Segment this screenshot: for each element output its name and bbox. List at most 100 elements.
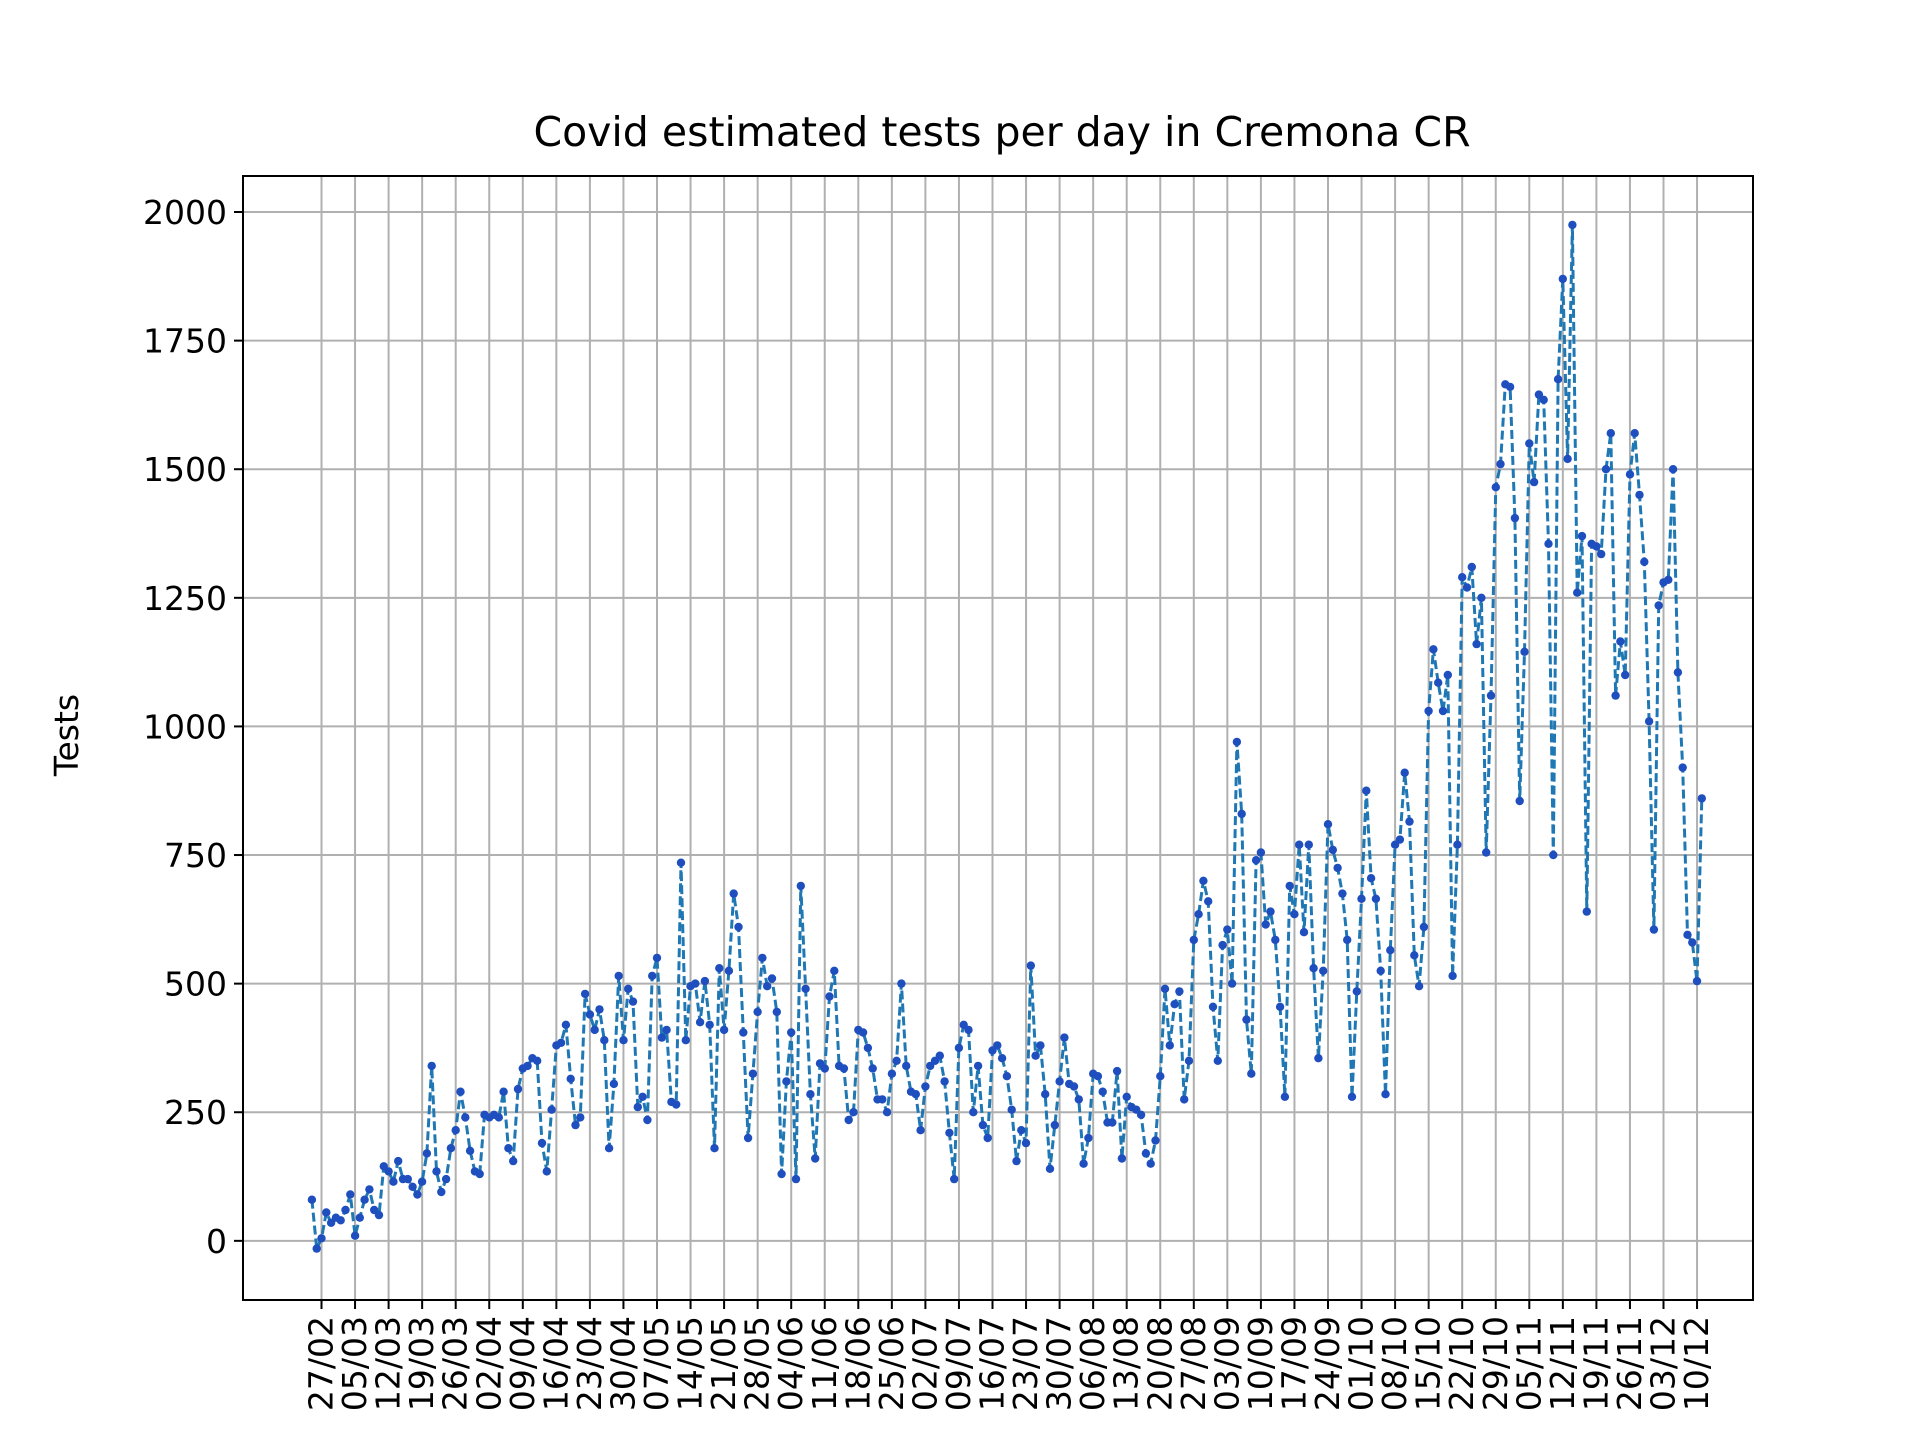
data-point (513, 1084, 523, 1094)
data-point (1673, 668, 1683, 677)
x-tick-label: 16/07 (973, 1316, 1012, 1411)
data-point (638, 1092, 647, 1102)
data-point (1175, 987, 1184, 996)
data-point (715, 964, 724, 973)
data-point (806, 1090, 815, 1099)
data-point (1549, 850, 1558, 860)
x-tick-label: 08/10 (1375, 1316, 1414, 1411)
x-tick-label: 27/02 (302, 1316, 341, 1411)
data-point (456, 1087, 465, 1096)
data-point (758, 953, 767, 963)
data-point (1491, 483, 1501, 492)
data-point (1366, 874, 1376, 883)
data-point (1688, 938, 1697, 947)
data-point (1036, 1041, 1045, 1050)
data-point (600, 1036, 609, 1045)
data-point (849, 1108, 858, 1117)
data-point (1021, 1138, 1031, 1148)
data-point (839, 1064, 849, 1073)
data-point (1299, 928, 1309, 937)
data-point (1357, 894, 1366, 903)
data-point (1419, 922, 1429, 932)
x-tick-label: 26/11 (1610, 1316, 1649, 1411)
data-point (724, 966, 734, 975)
data-point (312, 1244, 321, 1253)
data-point (1395, 835, 1405, 844)
data-point (547, 1105, 556, 1114)
data-point (1290, 910, 1299, 919)
data-point (1136, 1110, 1146, 1120)
data-point (1654, 601, 1663, 610)
data-point (710, 1144, 719, 1153)
x-axis-ticks: 27/0205/0312/0319/0326/0302/0409/0416/04… (302, 1300, 1716, 1411)
data-point (1400, 768, 1409, 777)
data-point (1319, 966, 1328, 975)
data-point (1280, 1092, 1290, 1102)
data-point (1271, 935, 1280, 945)
data-point (1227, 979, 1237, 988)
data-point (394, 1156, 403, 1166)
data-point (1223, 925, 1232, 934)
data-point (1347, 1092, 1357, 1102)
data-point (1213, 1056, 1223, 1066)
data-point (1002, 1072, 1012, 1081)
x-tick-label: 09/07 (939, 1316, 978, 1411)
data-point (413, 1190, 422, 1199)
data-point (346, 1190, 355, 1199)
x-tick-label: 26/03 (436, 1316, 475, 1411)
y-tick-label: 1500 (143, 450, 227, 489)
data-point (811, 1154, 820, 1163)
x-tick-label: 30/04 (603, 1316, 642, 1411)
data-point (317, 1234, 326, 1243)
data-point (556, 1038, 566, 1048)
x-tick-label: 18/06 (838, 1316, 877, 1411)
data-point (465, 1146, 475, 1156)
data-point (1616, 637, 1625, 646)
data-point (1496, 459, 1505, 469)
data-point (657, 1033, 666, 1042)
data-point (940, 1077, 949, 1086)
data-point (844, 1115, 853, 1125)
data-point (954, 1043, 964, 1053)
data-point (417, 1177, 427, 1186)
data-point (1194, 910, 1203, 919)
data-point (1151, 1136, 1160, 1145)
data-point (1165, 1041, 1175, 1050)
x-tick-label: 17/09 (1274, 1316, 1313, 1411)
data-point (681, 1036, 690, 1045)
data-point (1678, 763, 1687, 772)
data-point (887, 1069, 897, 1078)
data-point (389, 1177, 398, 1186)
data-point (662, 1025, 671, 1035)
x-tick-label: 01/10 (1342, 1316, 1381, 1411)
data-point (1117, 1154, 1127, 1163)
data-point (619, 1036, 628, 1045)
data-point (1625, 470, 1635, 479)
data-point (1012, 1156, 1021, 1166)
data-point (403, 1174, 412, 1184)
data-point (863, 1043, 873, 1053)
data-point (1170, 1000, 1179, 1009)
data-point (427, 1061, 436, 1071)
data-point (585, 1010, 595, 1019)
data-point (791, 1174, 801, 1184)
data-point (1458, 573, 1467, 582)
data-point (1453, 840, 1462, 849)
data-point (628, 997, 638, 1006)
x-tick-label: 25/06 (872, 1316, 911, 1411)
data-point (1093, 1072, 1103, 1081)
data-point (1577, 531, 1587, 541)
data-point (743, 1133, 753, 1143)
data-point (1026, 961, 1036, 970)
data-point (1429, 645, 1438, 654)
x-tick-label: 03/09 (1207, 1316, 1246, 1411)
x-tick-label: 03/12 (1644, 1316, 1683, 1411)
data-point (1160, 984, 1170, 993)
data-point (993, 1041, 1002, 1050)
data-point (1635, 490, 1644, 500)
x-tick-label: 10/09 (1241, 1316, 1280, 1411)
data-point (882, 1108, 892, 1117)
data-point (509, 1156, 518, 1166)
y-tick-label: 1250 (143, 579, 227, 618)
data-point (374, 1210, 384, 1220)
